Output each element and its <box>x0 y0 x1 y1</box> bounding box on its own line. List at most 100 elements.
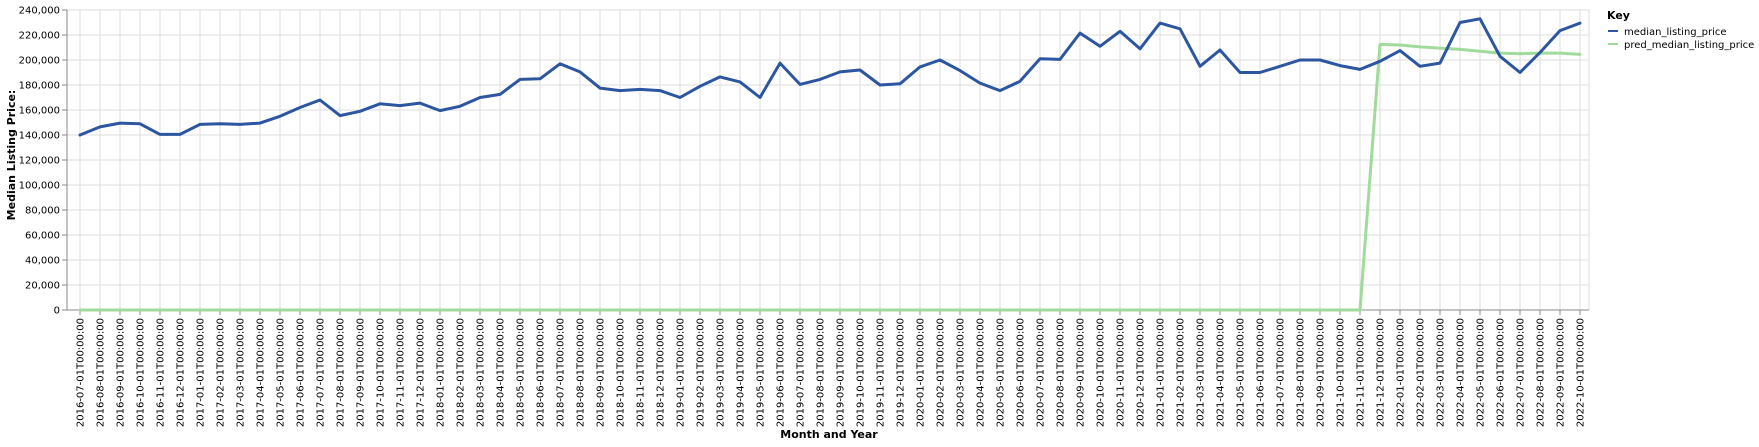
x-tick-label: 2020-12-01T00:00:00 <box>1136 318 1147 427</box>
x-axis-title: Month and Year <box>780 428 878 441</box>
x-tick-label: 2020-08-01T00:00:00 <box>1056 318 1067 427</box>
y-axis-title: Median Listing Price: <box>5 90 18 221</box>
series-lines <box>78 17 1582 312</box>
x-tick-label: 2021-07-01T00:00:00 <box>1276 318 1287 427</box>
x-tick-label: 2017-12-01T00:00:00 <box>416 318 427 427</box>
y-tick-label: 240,000 <box>19 6 60 17</box>
x-tick-label: 2019-03-01T00:00:00 <box>716 318 727 427</box>
x-tick-label: 2022-08-01T00:00:00 <box>1536 318 1547 427</box>
x-tick-label: 2019-05-01T00:00:00 <box>756 318 767 427</box>
x-tick-label: 2021-09-01T00:00:00 <box>1316 318 1327 427</box>
x-tick-label: 2020-10-01T00:00:00 <box>1096 318 1107 427</box>
x-tick-label: 2017-04-01T00:00:00 <box>256 318 267 427</box>
x-tick-label: 2018-09-01T00:00:00 <box>596 318 607 427</box>
x-tick-label: 2022-06-01T00:00:00 <box>1496 318 1507 427</box>
x-tick-label: 2020-11-01T00:00:00 <box>1116 318 1127 427</box>
x-tick-label: 2022-01-01T00:00:00 <box>1396 318 1407 427</box>
x-tick-label: 2016-08-01T00:00:00 <box>96 318 107 427</box>
x-tick-label: 2018-01-01T00:00:00 <box>436 318 447 427</box>
x-tick-label: 2018-10-01T00:00:00 <box>616 318 627 427</box>
x-tick-label: 2021-04-01T00:00:00 <box>1216 318 1227 427</box>
x-tick-label: 2017-10-01T00:00:00 <box>376 318 387 427</box>
x-tick-label: 2020-05-01T00:00:00 <box>996 318 1007 427</box>
x-tick-label: 2021-08-01T00:00:00 <box>1296 318 1307 427</box>
x-tick-label: 2021-05-01T00:00:00 <box>1236 318 1247 427</box>
y-tick-label: 140,000 <box>19 131 60 142</box>
y-tick-label: 120,000 <box>19 156 60 167</box>
x-tick-label: 2020-07-01T00:00:00 <box>1036 318 1047 427</box>
x-tick-label: 2020-06-01T00:00:00 <box>1016 318 1027 427</box>
x-tick-label: 2021-06-01T00:00:00 <box>1256 318 1267 427</box>
x-tick-label: 2020-02-01T00:00:00 <box>936 318 947 427</box>
x-tick-label: 2022-05-01T00:00:00 <box>1476 318 1487 427</box>
x-tick-label: 2016-07-01T00:00:00 <box>76 318 87 427</box>
x-tick-label: 2017-06-01T00:00:00 <box>296 318 307 427</box>
x-tick-label: 2019-12-01T00:00:00 <box>896 318 907 427</box>
x-tick-label: 2019-08-01T00:00:00 <box>816 318 827 427</box>
x-tick-label: 2018-03-01T00:00:00 <box>476 318 487 427</box>
x-tick-label: 2018-08-01T00:00:00 <box>576 318 587 427</box>
x-tick-label: 2022-02-01T00:00:00 <box>1416 318 1427 427</box>
x-tick-label: 2018-04-01T00:00:00 <box>496 318 507 427</box>
x-tick-label: 2018-07-01T00:00:00 <box>556 318 567 427</box>
x-tick-label: 2017-03-01T00:00:00 <box>236 318 247 427</box>
x-tick-label: 2020-01-01T00:00:00 <box>916 318 927 427</box>
x-tick-label: 2019-01-01T00:00:00 <box>676 318 687 427</box>
x-tick-label: 2017-05-01T00:00:00 <box>276 318 287 427</box>
y-tick-label: 160,000 <box>19 106 60 117</box>
x-tick-label: 2018-02-01T00:00:00 <box>456 318 467 427</box>
x-tick-label: 2017-01-01T00:00:00 <box>196 318 207 427</box>
x-tick-label: 2022-07-01T00:00:00 <box>1516 318 1527 427</box>
x-tick-label: 2018-11-01T00:00:00 <box>636 318 647 427</box>
x-tick-label: 2022-03-01T00:00:00 <box>1436 318 1447 427</box>
legend-label: pred_median_listing_price <box>1624 40 1754 51</box>
series-line-median-listing-price <box>78 17 1582 137</box>
x-tick-label: 2020-04-01T00:00:00 <box>976 318 987 427</box>
x-tick-label: 2017-09-01T00:00:00 <box>356 318 367 427</box>
x-tick-label: 2019-11-01T00:00:00 <box>876 318 887 427</box>
x-tick-label: 2018-05-01T00:00:00 <box>516 318 527 427</box>
y-tick-label: 100,000 <box>19 181 60 192</box>
x-tick-label: 2017-08-01T00:00:00 <box>336 318 347 427</box>
x-tick-label: 2016-10-01T00:00:00 <box>136 318 147 427</box>
x-tick-label: 2017-11-01T00:00:00 <box>396 318 407 427</box>
x-tick-label: 2022-10-01T00:00:00 <box>1576 318 1587 427</box>
x-tick-label: 2019-07-01T00:00:00 <box>796 318 807 427</box>
y-tick-label: 80,000 <box>25 206 60 217</box>
x-tick-label: 2021-01-01T00:00:00 <box>1156 318 1167 427</box>
x-tick-label: 2018-06-01T00:00:00 <box>536 318 547 427</box>
x-tick-label: 2019-04-01T00:00:00 <box>736 318 747 427</box>
x-tick-label: 2016-12-01T00:00:00 <box>176 318 187 427</box>
x-tick-label: 2021-03-01T00:00:00 <box>1196 318 1207 427</box>
legend-title: Key <box>1607 9 1630 22</box>
x-tick-label: 2019-06-01T00:00:00 <box>776 318 787 427</box>
axes: 0 20,000 40,000 60,000 80,000 100,000 120,000 1… <box>19 6 1589 427</box>
x-tick-label: 2016-09-01T00:00:00 <box>116 318 127 427</box>
y-tick-label: 220,000 <box>19 31 60 42</box>
x-tick-label: 2022-04-01T00:00:00 <box>1456 318 1467 427</box>
legend: Key median_listing_price pred_median_list… <box>1607 9 1754 51</box>
y-tick-label: 40,000 <box>25 256 60 267</box>
gridlines <box>66 9 1590 311</box>
x-tick-label: 2019-02-01T00:00:00 <box>696 318 707 427</box>
x-tick-label: 2020-03-01T00:00:00 <box>956 318 967 427</box>
legend-label: median_listing_price <box>1624 27 1727 38</box>
y-tick-label: 0 <box>54 306 60 317</box>
y-tick-label: 20,000 <box>25 281 60 292</box>
x-tick-label: 2018-12-01T00:00:00 <box>656 318 667 427</box>
x-tick-label: 2017-02-01T00:00:00 <box>216 318 227 427</box>
x-tick-label: 2022-09-01T00:00:00 <box>1556 318 1567 427</box>
x-tick-label: 2017-07-01T00:00:00 <box>316 318 327 427</box>
x-tick-label: 2021-11-01T00:00:00 <box>1356 318 1367 427</box>
x-tick-label: 2021-12-01T00:00:00 <box>1376 318 1387 427</box>
y-tick-label: 60,000 <box>25 231 60 242</box>
x-tick-label: 2016-11-01T00:00:00 <box>156 318 167 427</box>
x-tick-label: 2021-10-01T00:00:00 <box>1336 318 1347 427</box>
y-tick-label: 200,000 <box>19 56 60 67</box>
y-tick-label: 180,000 <box>19 81 60 92</box>
x-tick-label: 2019-09-01T00:00:00 <box>836 318 847 427</box>
x-tick-label: 2021-02-01T00:00:00 <box>1176 318 1187 427</box>
x-tick-label: 2020-09-01T00:00:00 <box>1076 318 1087 427</box>
series-line-pred-median-listing-price <box>78 42 1582 312</box>
